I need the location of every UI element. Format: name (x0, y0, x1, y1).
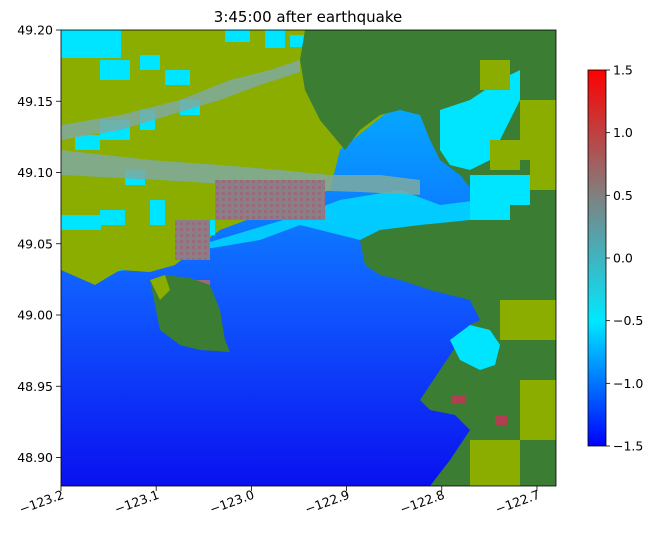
x-tick-label: −123.2 (17, 487, 66, 517)
x-tick-label: −123.0 (208, 487, 257, 517)
colorbar-tick-label: −1.0 (613, 376, 643, 391)
colorbar-tick-label: 0.0 (613, 251, 633, 266)
y-tick-label: 49.05 (17, 236, 53, 251)
colorbar-tick-label: 1.0 (613, 125, 633, 140)
chart-title: 3:45:00 after earthquake (214, 8, 402, 26)
y-tick-label: 49.15 (17, 94, 53, 109)
upland-flood-spots (452, 395, 507, 425)
y-tick-label: 48.90 (17, 450, 53, 465)
colorbar-tick-label: −1.5 (613, 439, 643, 454)
upland-lowland-cells (470, 60, 556, 486)
colorbar: −1.5 −1.0 −0.5 0.0 0.5 1.0 1.5 (587, 63, 643, 454)
lowland-river (61, 60, 420, 195)
plot-area (61, 30, 556, 486)
peninsula-border (150, 275, 170, 300)
x-tick-label: −122.8 (398, 487, 447, 517)
y-tick-label: 49.00 (17, 308, 53, 323)
y-tick-label: 49.10 (17, 165, 53, 180)
upland-water-cells (440, 70, 530, 370)
x-tick-label: −122.7 (493, 487, 542, 517)
y-tick-label: 48.95 (17, 379, 53, 394)
plot-frame (60, 29, 557, 487)
x-tick-label: −122.9 (303, 487, 352, 517)
colorbar-tick-label: −0.5 (613, 313, 643, 328)
y-axis: 48.90 48.95 49.00 49.05 49.10 49.15 49.20 (17, 23, 61, 465)
x-tick-label: −123.1 (112, 487, 161, 517)
colorbar-tick-label: 1.5 (613, 63, 633, 78)
colorbar-ticks: −1.5 −1.0 −0.5 0.0 0.5 1.0 1.5 (606, 63, 643, 454)
x-axis: −123.2 −123.1 −123.0 −122.9 −122.8 −122.7 (17, 486, 542, 517)
colorbar-tick-label: 0.5 (613, 188, 633, 203)
y-tick-label: 49.20 (17, 23, 53, 38)
colorbar-bar (587, 69, 607, 447)
peninsula-point-roberts (150, 275, 230, 352)
